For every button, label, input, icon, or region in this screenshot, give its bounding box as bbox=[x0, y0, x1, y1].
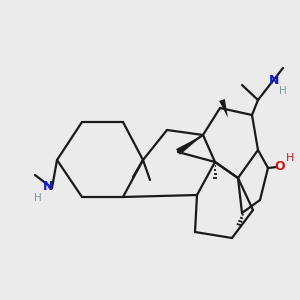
Text: O: O bbox=[275, 160, 285, 172]
Text: H: H bbox=[286, 153, 294, 163]
Text: H: H bbox=[279, 86, 287, 96]
Text: N: N bbox=[43, 179, 53, 193]
Text: H: H bbox=[34, 193, 42, 203]
Text: N: N bbox=[269, 74, 279, 86]
Polygon shape bbox=[176, 135, 203, 155]
Polygon shape bbox=[219, 99, 228, 118]
